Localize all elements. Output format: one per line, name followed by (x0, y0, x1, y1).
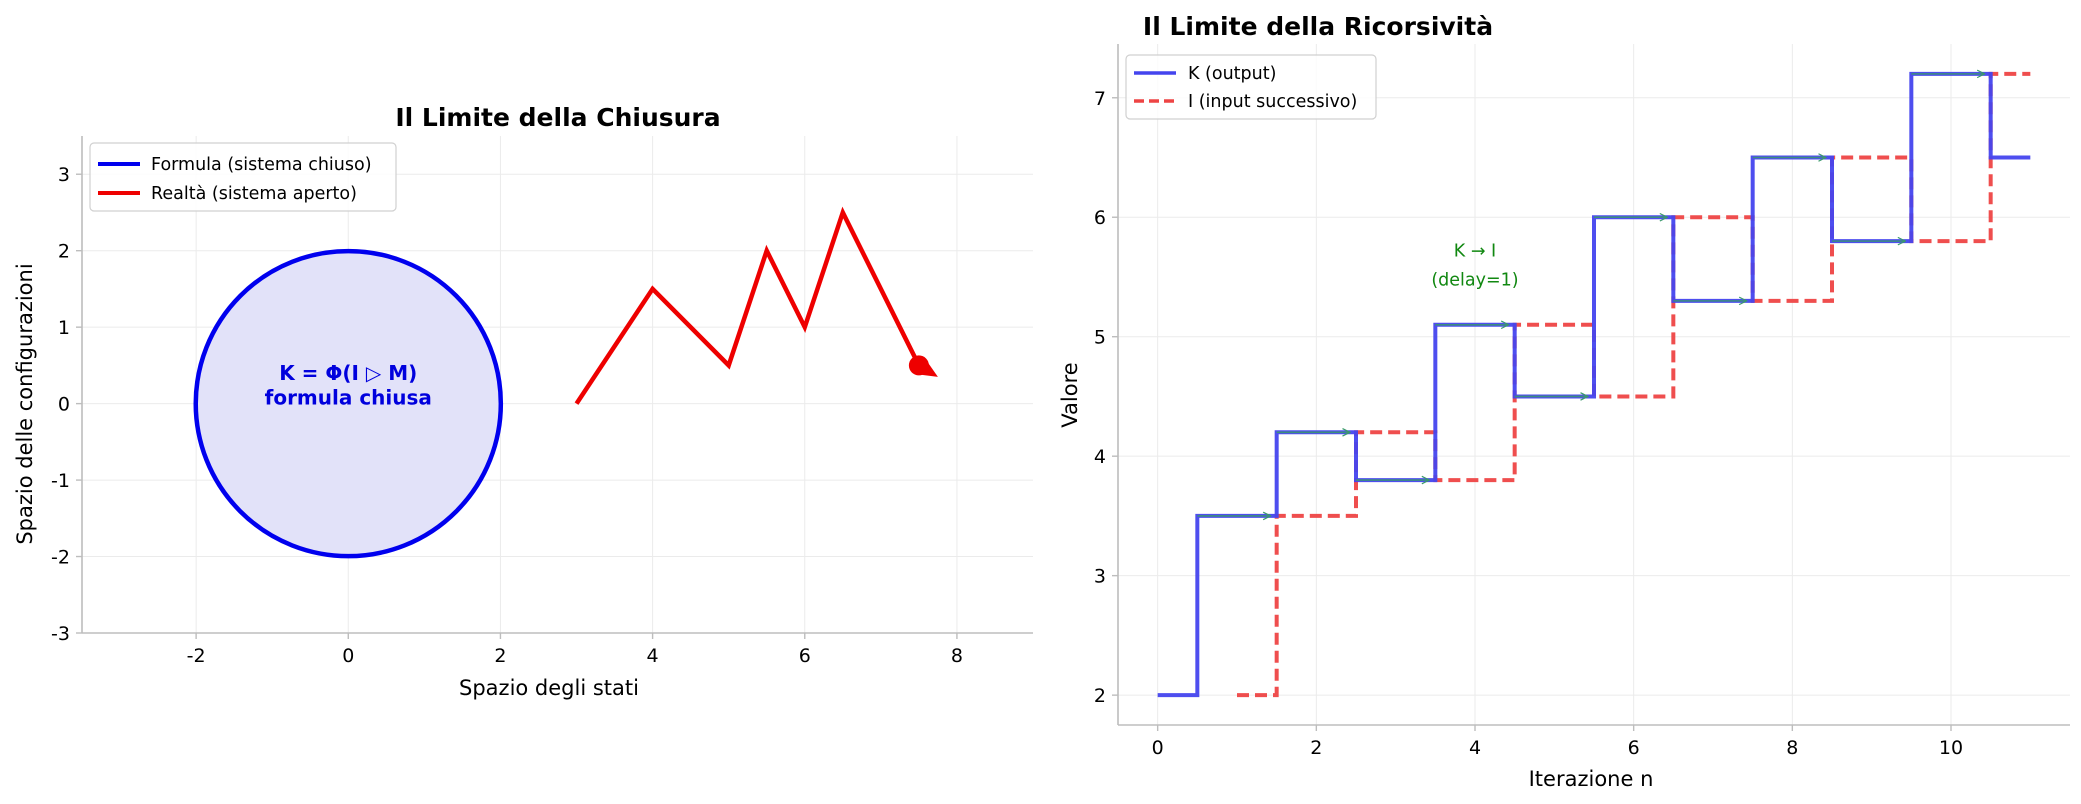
right-xtick-label: 0 (1152, 737, 1164, 759)
output-step-line (1157, 71, 2031, 698)
legend-label-input: I (input successivo) (1188, 92, 1357, 112)
feedback-arrows (1197, 74, 1984, 516)
right-ytick-label: 2 (1094, 685, 1106, 707)
left-legend-box (89, 142, 397, 212)
right-xtick-label: 6 (1628, 737, 1640, 759)
left-plot-area: K = Φ(I ▷ M) formula chiusa (193, 206, 938, 559)
formula-circle (193, 248, 504, 559)
legend-label-reality: Realtà (sistema aperto) (151, 184, 357, 204)
left-ytick-label: -1 (51, 470, 70, 492)
left-y-axis-label: Spazio delle configurazioni (13, 263, 37, 544)
left-chart-title: Il Limite della Chiusura (395, 103, 720, 132)
right-xtick-label: 2 (1310, 737, 1322, 759)
left-chart: Il Limite della Chiusura K = Φ(I ▷ M) fo… (13, 103, 1033, 700)
right-plot-area: K → I (delay=1) (1157, 71, 2031, 698)
right-legend: K (output) I (input successivo) (1125, 54, 1377, 120)
left-ytick-label: 3 (58, 164, 70, 186)
right-legend-box (1125, 54, 1377, 120)
left-xtick-label: 0 (342, 645, 354, 667)
left-legend: Formula (sistema chiuso) Realtà (sistema… (89, 142, 397, 212)
right-xtick-label: 10 (1939, 737, 1963, 759)
annotation-k-to-i: K → I (1454, 242, 1496, 262)
right-y-axis-label: Valore (1058, 362, 1082, 427)
reality-path (574, 206, 921, 405)
right-ytick-label: 5 (1094, 327, 1106, 349)
right-xtick-label: 8 (1786, 737, 1798, 759)
left-xtick-label: 8 (951, 645, 963, 667)
legend-label-formula: Formula (sistema chiuso) (151, 155, 372, 175)
right-axes: 0 2 4 6 8 10 2 3 4 5 6 7 (1094, 44, 2070, 759)
reality-arrowhead (915, 358, 938, 377)
right-x-axis-label: Iterazione n (1529, 767, 1654, 791)
legend-label-output: K (output) (1188, 64, 1276, 84)
right-xtick-label: 4 (1469, 737, 1481, 759)
circle-label-formula: K = Φ(I ▷ M) (279, 361, 417, 385)
right-chart: Il Limite della Ricorsività K → I (delay… (1058, 12, 2070, 791)
left-ytick-label: 2 (58, 241, 70, 263)
left-ytick-label: 1 (58, 317, 70, 339)
circle-label-closed: formula chiusa (265, 385, 432, 409)
left-xtick-label: 2 (494, 645, 506, 667)
left-axes: -2 0 2 4 6 8 -3 -2 -1 0 1 2 3 (51, 136, 1033, 667)
left-ytick-label: -3 (51, 623, 70, 645)
right-ytick-label: 6 (1094, 207, 1106, 229)
left-xtick-label: 6 (799, 645, 811, 667)
left-xtick-label: -2 (187, 645, 206, 667)
right-ytick-label: 3 (1094, 566, 1106, 588)
right-chart-title: Il Limite della Ricorsività (1143, 12, 1493, 41)
annotation-delay: (delay=1) (1431, 270, 1518, 290)
right-ytick-label: 4 (1094, 446, 1106, 468)
left-xtick-label: 4 (647, 645, 659, 667)
right-ytick-label: 7 (1094, 88, 1106, 110)
left-x-axis-label: Spazio degli stati (459, 676, 639, 700)
left-ytick-label: -2 (51, 547, 70, 569)
left-ytick-label: 0 (58, 394, 70, 416)
